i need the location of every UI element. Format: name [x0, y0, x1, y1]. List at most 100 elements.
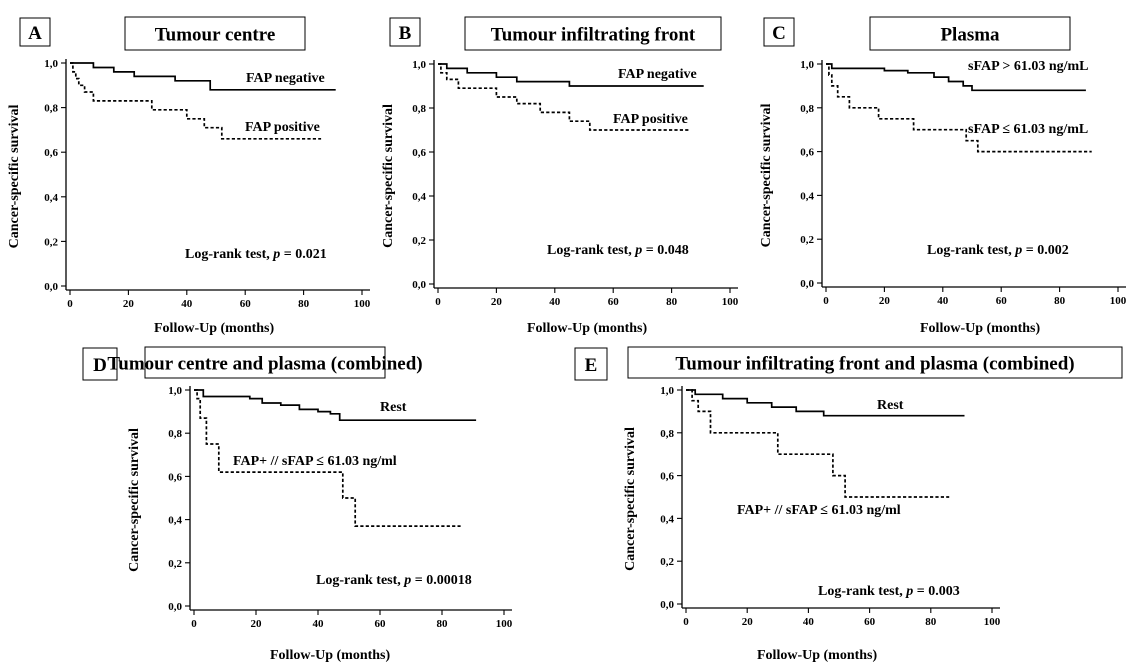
- panel-letter-box: [82, 347, 118, 381]
- y-tick-label: 0,4: [412, 191, 426, 203]
- x-tick-label: 100: [1110, 295, 1127, 307]
- panel-title-box: [869, 16, 1071, 51]
- y-axis-label: Cancer-specific survival: [381, 104, 396, 248]
- log-rank-annotation: Log-rank test, p = 0.00018: [316, 573, 472, 588]
- p-value: = 0.021: [284, 247, 327, 262]
- panel-letter-box: [389, 17, 421, 47]
- x-tick-label: 0: [683, 616, 689, 628]
- x-tick-label: 0: [191, 618, 197, 630]
- x-tick-label: 20: [491, 296, 503, 308]
- series-label: sFAP > 61.03 ng/mL: [968, 59, 1089, 74]
- log-rank-annotation: Log-rank test, p = 0.048: [547, 243, 689, 258]
- log-rank-prefix: Log-rank test,: [927, 243, 1015, 258]
- panel-letter: C: [772, 23, 786, 44]
- y-tick-label: 0,4: [44, 192, 58, 204]
- series-label: Rest: [380, 400, 407, 415]
- panel-letter-box: [763, 17, 795, 47]
- y-tick-label: 0,0: [168, 601, 182, 613]
- panel-title: Tumour centre: [155, 25, 276, 46]
- series-label: FAP positive: [245, 120, 320, 135]
- series-line-solid: [826, 63, 1086, 92]
- p-symbol: p: [634, 243, 646, 258]
- x-tick-label: 100: [984, 616, 1001, 628]
- series-line-solid: [438, 63, 704, 87]
- series-label: FAP positive: [613, 112, 688, 127]
- log-rank-annotation: Log-rank test, p = 0.021: [185, 247, 327, 262]
- x-tick-label: 80: [298, 298, 310, 310]
- y-tick-label: 0,4: [800, 190, 814, 202]
- x-tick-label: 20: [742, 616, 754, 628]
- y-tick-label: 0,4: [660, 513, 674, 525]
- y-tick-label: 0,6: [800, 147, 814, 159]
- panel-title: Plasma: [940, 25, 1000, 46]
- x-tick-label: 60: [375, 618, 387, 630]
- p-symbol: p: [272, 247, 284, 262]
- x-axis-label: Follow-Up (months): [757, 648, 878, 662]
- y-tick-label: 1,0: [660, 385, 674, 397]
- x-tick-label: 20: [251, 618, 263, 630]
- y-tick-label: 0,2: [412, 235, 426, 247]
- series-line-dashed: [194, 389, 461, 527]
- x-tick-label: 80: [666, 296, 678, 308]
- p-value: = 0.003: [917, 584, 960, 599]
- series-line-solid: [194, 389, 477, 422]
- y-tick-label: 0,2: [660, 556, 674, 568]
- y-tick-label: 0,8: [800, 103, 814, 115]
- x-tick-label: 40: [937, 295, 949, 307]
- p-symbol: p: [905, 584, 917, 599]
- y-tick-label: 0,6: [44, 147, 58, 159]
- y-axis-label: Cancer-specific survival: [127, 428, 142, 572]
- log-rank-annotation: Log-rank test, p = 0.002: [927, 243, 1069, 258]
- panel-title: Tumour infiltrating front and plasma (co…: [675, 354, 1074, 375]
- x-tick-label: 80: [1054, 295, 1066, 307]
- x-tick-label: 80: [437, 618, 449, 630]
- y-axis-label: Cancer-specific survival: [759, 104, 774, 248]
- x-tick-label: 40: [313, 618, 325, 630]
- p-symbol: p: [1014, 243, 1026, 258]
- x-tick-label: 80: [925, 616, 937, 628]
- x-axis-label: Follow-Up (months): [920, 321, 1041, 336]
- x-tick-label: 0: [435, 296, 441, 308]
- series-label: sFAP ≤ 61.03 ng/mL: [968, 122, 1088, 137]
- panel-letter: D: [93, 355, 107, 376]
- x-tick-label: 60: [608, 296, 620, 308]
- x-tick-label: 40: [181, 298, 193, 310]
- panel-title-box: [124, 16, 306, 51]
- series-line-dashed: [826, 63, 1092, 153]
- panel-title: Tumour centre and plasma (combined): [107, 354, 422, 375]
- panel-c: C Plasma 0,0 0,2 0,4 0,6 0,8 1,0 0 20 40 60 80 100 Fol…: [759, 16, 1127, 336]
- panel-a: A Tumour centre 0,0 0,2 0,4 0,6 0,8 1,0 0 20 40 60 8…: [7, 16, 371, 336]
- y-tick-label: 0,0: [660, 599, 674, 611]
- y-tick-label: 0,2: [800, 234, 814, 246]
- log-rank-prefix: Log-rank test,: [185, 247, 273, 262]
- series-line-dashed: [70, 62, 322, 140]
- panel-letter-box: [574, 347, 608, 381]
- series-label: FAP+ // sFAP ≤ 61.03 ng/ml: [233, 454, 397, 469]
- y-tick-label: 0,6: [412, 147, 426, 159]
- y-tick-label: 0,0: [800, 278, 814, 290]
- panel-e: E Tumour infiltrating front and plasma (c…: [574, 346, 1123, 662]
- y-axis-label: Cancer-specific survival: [7, 105, 22, 249]
- panel-b: B Tumour infiltrating front 0,0 0,2 0,4 0,6 0,…: [381, 16, 739, 336]
- panel-d: D Tumour centre and plasma (combined) 0,0 0…: [82, 346, 513, 662]
- panel-letter: A: [28, 23, 42, 44]
- y-tick-label: 0,0: [412, 279, 426, 291]
- x-tick-label: 60: [864, 616, 876, 628]
- panel-title-box: [464, 16, 722, 51]
- x-tick-label: 60: [996, 295, 1008, 307]
- y-tick-label: 1,0: [800, 59, 814, 71]
- y-tick-label: 0,4: [168, 515, 182, 527]
- x-axis-label: Follow-Up (months): [527, 321, 648, 336]
- p-value: = 0.048: [646, 243, 689, 258]
- panel-letter-box: [19, 17, 51, 47]
- y-tick-label: 0,2: [44, 236, 58, 248]
- series-label: FAP negative: [618, 67, 697, 82]
- panel-letter: B: [399, 23, 412, 44]
- x-axis-label: Follow-Up (months): [154, 321, 275, 336]
- series-label: FAP negative: [246, 71, 325, 86]
- x-axis-label: Follow-Up (months): [270, 648, 391, 662]
- x-tick-label: 0: [67, 298, 73, 310]
- series-line-solid: [686, 389, 965, 417]
- series-line-solid: [70, 62, 336, 91]
